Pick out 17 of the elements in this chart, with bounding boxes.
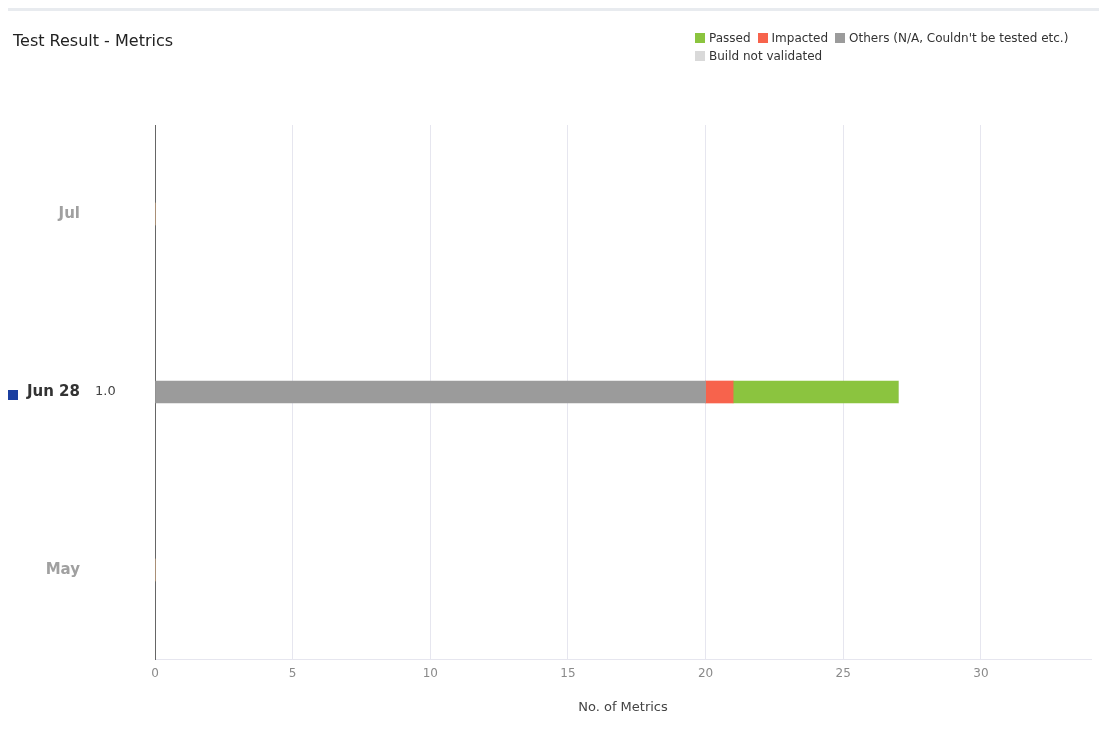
legend-label: Impacted	[770, 31, 829, 45]
text: 1.0	[95, 383, 116, 399]
x-tick-label: 30	[973, 666, 989, 681]
x-tick-label: 10	[422, 666, 438, 681]
y-tick-label: Jul	[57, 203, 80, 222]
legend-label: Build not validated	[708, 49, 823, 63]
y-tick-label: May	[45, 559, 81, 578]
x-tick-label: 5	[288, 666, 297, 681]
legend-label: Passed	[708, 31, 751, 45]
chart-title: Test Result - Metrics	[13, 31, 174, 50]
x-tick-label: 20	[697, 666, 714, 681]
x-tick-label: 25	[835, 666, 851, 681]
x-tick-label: 15	[560, 666, 576, 681]
y-tick-label: Jun 28	[25, 381, 80, 400]
x-tick-label: 0	[151, 666, 159, 681]
x-axis-title: No. of Metrics	[578, 698, 668, 714]
legend-label: Others (N/A, Couldn't be tested etc.)	[848, 31, 1069, 45]
